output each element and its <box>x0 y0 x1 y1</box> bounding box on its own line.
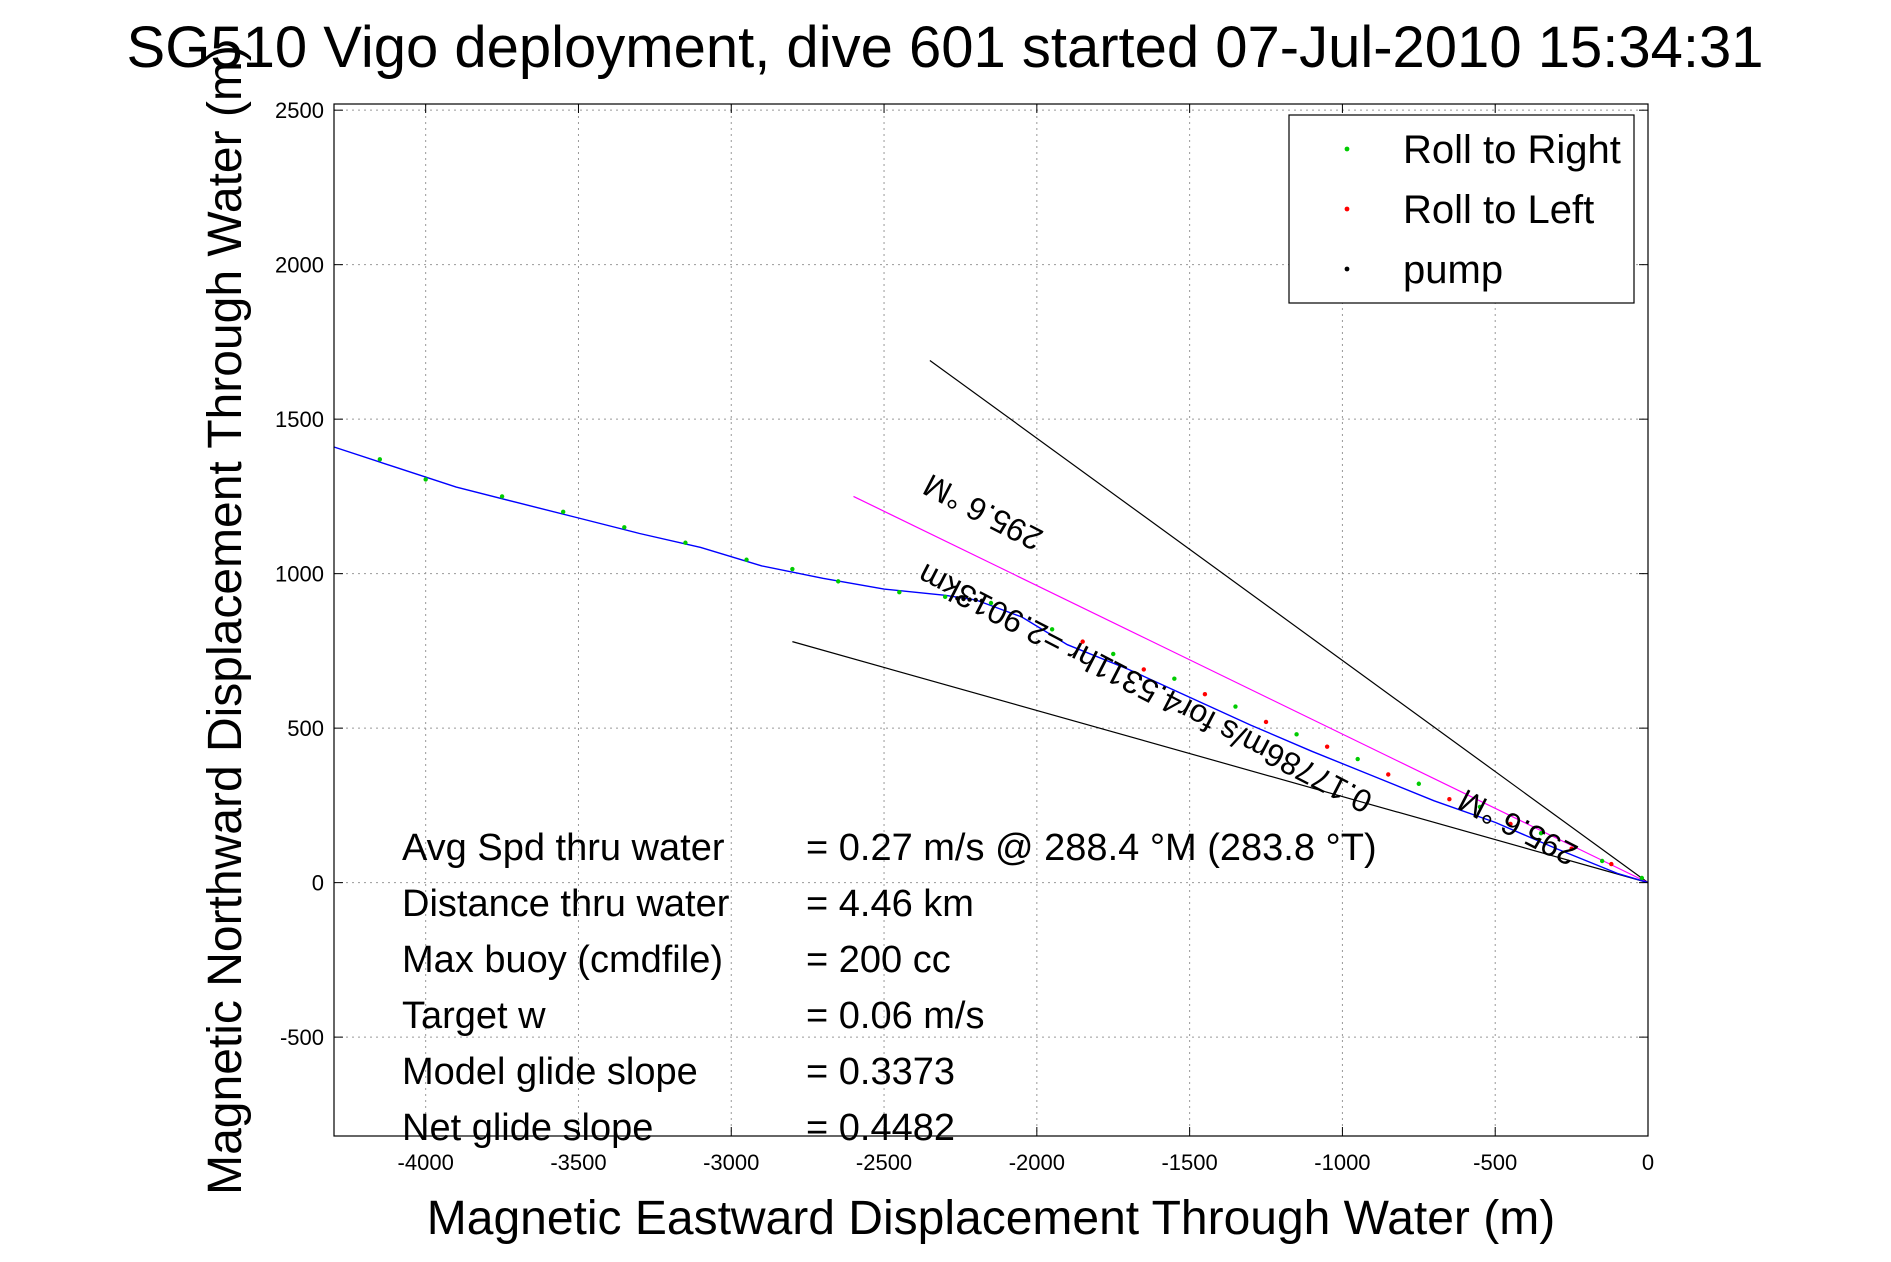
roll-right-point <box>1538 830 1544 836</box>
legend-label: Roll to Left <box>1403 188 1594 232</box>
y-axis-ticks: -500 0 500 1000 1500 2000 2500 <box>275 98 1648 1050</box>
roll-left-point <box>1447 797 1452 802</box>
roll-left-point <box>1569 846 1574 851</box>
x-tick-label: -3000 <box>703 1150 759 1175</box>
pump-point <box>955 596 960 601</box>
y-tick-label: 2500 <box>275 98 324 123</box>
legend-label: pump <box>1403 248 1503 292</box>
roll-left-point <box>1386 772 1391 777</box>
y-tick-label: -500 <box>280 1025 324 1050</box>
legend-marker <box>1344 146 1350 152</box>
roll-right-point <box>836 579 841 584</box>
x-tick-label: -500 <box>1473 1150 1517 1175</box>
roll-right-point <box>744 557 749 562</box>
y-tick-label: 500 <box>287 716 324 741</box>
roll-right-point <box>683 540 688 545</box>
legend-label: Roll to Right <box>1403 128 1621 172</box>
legend-marker <box>1344 266 1350 272</box>
roll-left-point <box>1508 821 1513 827</box>
roll-right-point <box>1477 804 1483 810</box>
legend: Roll to Right Roll to Left pump <box>1288 114 1635 304</box>
cone-line <box>929 359 1649 884</box>
roll-right-point <box>622 525 627 530</box>
y-axis-label: Magnetic Northward Displacement Through … <box>199 45 252 1195</box>
stat-label: Distance thru water <box>402 883 730 925</box>
stat-value: = 4.46 km <box>806 883 974 925</box>
roll-right-point <box>423 477 428 482</box>
legend-marker <box>1344 206 1350 212</box>
stat-value: = 0.4482 <box>806 1107 955 1149</box>
x-axis-label: Magnetic Eastward Displacement Through W… <box>427 1192 1555 1245</box>
y-tick-label: 1000 <box>275 562 324 587</box>
roll-right-point <box>1639 875 1645 881</box>
stat-label: Net glide slope <box>402 1107 653 1149</box>
roll-right-point <box>499 494 505 499</box>
x-tick-label: 0 <box>1642 1150 1654 1175</box>
pump-point <box>979 598 985 604</box>
axes-frame <box>333 103 1649 1137</box>
roll-right-point <box>1416 781 1422 786</box>
pump-point <box>961 596 966 602</box>
roll-right-point <box>1172 676 1177 681</box>
stat-label: Avg Spd thru water <box>402 827 725 869</box>
track-line <box>333 446 1649 884</box>
x-tick-label: -2000 <box>1009 1150 1065 1175</box>
cone-line <box>792 641 1649 884</box>
x-tick-label: -3500 <box>550 1150 606 1175</box>
roll-right-point <box>988 600 994 606</box>
roll-right-point <box>790 566 795 572</box>
roll-right-point <box>1599 858 1605 864</box>
x-tick-label: -1000 <box>1314 1150 1370 1175</box>
roll-right-point <box>942 594 948 600</box>
stat-label: Max buoy (cmdfile) <box>402 939 723 981</box>
roll-right-point <box>1049 627 1055 632</box>
roll-left-point <box>1202 691 1208 697</box>
y-tick-label: 2000 <box>275 253 324 278</box>
series-lines <box>333 359 1649 884</box>
stat-value: = 200 cc <box>806 939 951 981</box>
roll-right-point <box>560 509 566 515</box>
roll-left-point <box>1324 744 1330 749</box>
y-tick-label: 0 <box>312 871 324 896</box>
x-tick-label: -4000 <box>398 1150 454 1175</box>
x-axis-ticks: -4000 -3500 -3000 -2500 -2000 -1500 -1000 -500 0 <box>398 104 1654 1175</box>
y-tick-label: 1500 <box>275 407 324 432</box>
x-tick-label: -2500 <box>856 1150 912 1175</box>
roll-left-point <box>1263 719 1269 725</box>
series-points <box>377 457 1645 881</box>
pump-point <box>973 597 978 603</box>
x-tick-label: -1500 <box>1161 1150 1217 1175</box>
stat-value: = 0.06 m/s <box>806 995 984 1037</box>
heading-line <box>853 495 1649 884</box>
roll-left-point <box>1080 639 1085 644</box>
roll-right-point <box>1294 732 1299 737</box>
roll-left-point <box>1609 861 1614 867</box>
stat-value: = 0.3373 <box>806 1051 955 1093</box>
stat-label: Target w <box>402 995 546 1037</box>
pump-point <box>967 597 972 602</box>
roll-right-point <box>1233 704 1238 709</box>
stats-block: Avg Spd thru water = 0.27 m/s @ 288.4 °M … <box>402 827 1377 1149</box>
roll-right-point <box>1355 756 1360 762</box>
roll-right-point <box>1111 651 1116 657</box>
stat-label: Model glide slope <box>402 1051 698 1093</box>
stat-value: = 0.27 m/s @ 288.4 °M (283.8 °T) <box>806 827 1377 869</box>
roll-right-point <box>377 457 383 462</box>
roll-left-point <box>1141 667 1146 672</box>
roll-right-point <box>897 589 902 595</box>
chart-title: SG510 Vigo deployment, dive 601 started … <box>127 15 1764 80</box>
